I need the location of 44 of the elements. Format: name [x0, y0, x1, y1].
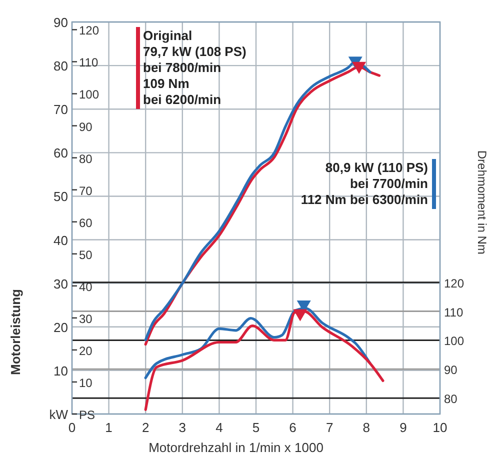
y2-tick-label: 60 [79, 216, 93, 230]
x-tick-label: 6 [289, 420, 296, 435]
y2-tick-label: 70 [79, 184, 93, 198]
x-tick-label: 8 [362, 420, 370, 435]
y2-tick-label: 110 [79, 56, 98, 70]
x-tick-label: 4 [216, 420, 223, 435]
line-series [144, 310, 384, 411]
y-tick-label: 20 [54, 320, 68, 335]
y3-tick-label: 100 [444, 334, 464, 348]
x-tick-label: 3 [178, 420, 186, 435]
y-tick-label: 80 [54, 58, 68, 74]
annotation: Original 79,7 kW (108 PS) bei 7800/min 109 Nm bei 6200/min [143, 28, 246, 107]
y2-tick-label: 90 [79, 120, 93, 134]
y-tick-label: 70 [54, 102, 68, 118]
x-tick-label: 1 [105, 420, 112, 435]
y3-tick-label: 110 [444, 305, 464, 320]
y3-axis-title: Drehmoment in Nm [475, 150, 489, 254]
y-tick-label: 50 [54, 189, 68, 204]
y-tick-label: 90 [54, 15, 68, 30]
y2-tick-label: 40 [79, 280, 93, 294]
y2-tick-label: 30 [79, 312, 93, 326]
x-tick-label: 9 [400, 420, 407, 435]
y-tick-label: 60 [54, 146, 68, 161]
y2-tick-label: 10 [79, 376, 93, 390]
x-tick-label: 7 [326, 420, 334, 435]
x-axis-title: Motordrehzahl in 1/min x 1000 [148, 440, 324, 455]
x-tick-label: 0 [68, 420, 76, 435]
y2-tick-label: 50 [79, 248, 93, 262]
x-tick-label: 2 [142, 420, 150, 435]
x-tick-label: 10 [432, 420, 448, 435]
y2-tick-label: 20 [79, 344, 93, 358]
y3-tick-label: 80 [444, 392, 458, 406]
y3-tick-label: 120 [444, 276, 464, 290]
y3-tick-label: 90 [444, 363, 458, 378]
y2-tick-label: 100 [79, 88, 100, 102]
y-tick-label: 10 [54, 363, 68, 378]
y-tick-label: kW [49, 407, 69, 422]
y-axis-title: Motorleistung [8, 288, 23, 375]
y-tick-label: 30 [54, 276, 68, 292]
x-tick-label: 5 [252, 420, 260, 435]
y-tick-label: 40 [54, 232, 68, 248]
annotation: 80,9 kW (110 PS) bei 7700/min 112 Nm bei 6300/min [300, 160, 428, 207]
y2-tick-label: 120 [79, 24, 100, 38]
y2-tick-label: 80 [79, 152, 93, 166]
